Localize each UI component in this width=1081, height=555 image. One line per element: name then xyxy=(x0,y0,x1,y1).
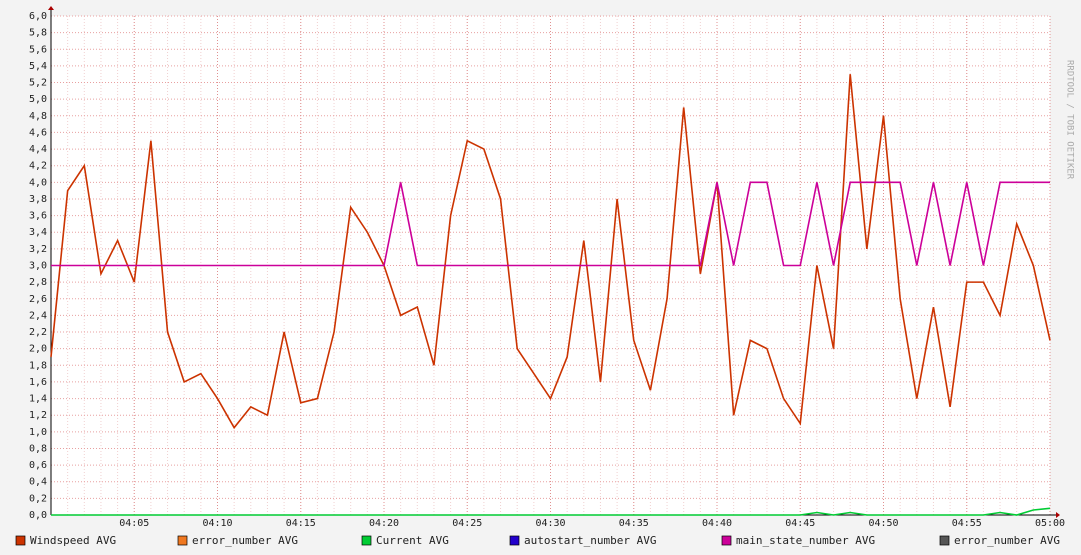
x-tick-label: 04:20 xyxy=(369,518,399,529)
y-tick-label: 0,0 xyxy=(29,510,47,521)
x-tick-label: 05:00 xyxy=(1035,518,1065,529)
legend-label: Current AVG xyxy=(376,534,449,547)
y-tick-label: 1,2 xyxy=(29,410,47,421)
y-tick-label: 3,2 xyxy=(29,244,47,255)
y-tick-label: 5,8 xyxy=(29,28,47,39)
legend-swatch xyxy=(15,535,26,546)
series-line xyxy=(51,507,1051,516)
x-tick-label: 04:55 xyxy=(952,518,982,529)
y-tick-label: 5,0 xyxy=(29,94,47,105)
legend-label: error_number AVG xyxy=(192,534,298,547)
x-tick-label: 04:35 xyxy=(619,518,649,529)
y-tick-label: 6,0 xyxy=(29,11,47,22)
series-line xyxy=(51,181,1050,267)
y-tick-label: 2,8 xyxy=(29,277,47,288)
y-tick-label: 0,6 xyxy=(29,460,47,471)
legend-label: error_number AVG xyxy=(954,534,1060,547)
y-tick-label: 5,2 xyxy=(29,78,47,89)
y-tick-label: 4,6 xyxy=(29,127,47,138)
y-tick-label: 4,2 xyxy=(29,161,47,172)
x-tick-label: 04:40 xyxy=(702,518,732,529)
x-tick-label: 04:25 xyxy=(452,518,482,529)
y-tick-label: 1,0 xyxy=(29,427,47,438)
legend-swatch xyxy=(509,535,520,546)
legend-label: main_state_number AVG xyxy=(736,534,875,547)
axis-arrow xyxy=(48,6,54,10)
y-tick-label: 0,8 xyxy=(29,443,47,454)
y-tick-label: 2,0 xyxy=(29,344,47,355)
y-tick-label: 5,4 xyxy=(29,61,47,72)
x-tick-label: 04:10 xyxy=(202,518,232,529)
x-tick-label: 04:15 xyxy=(286,518,316,529)
legend-label: autostart_number AVG xyxy=(524,534,656,547)
y-tick-label: 3,4 xyxy=(29,227,47,238)
y-tick-label: 2,6 xyxy=(29,294,47,305)
y-tick-label: 2,2 xyxy=(29,327,47,338)
legend-swatch xyxy=(721,535,732,546)
y-tick-label: 1,8 xyxy=(29,360,47,371)
y-tick-label: 4,4 xyxy=(29,144,47,155)
legend-swatch xyxy=(361,535,372,546)
y-tick-label: 2,4 xyxy=(29,310,47,321)
y-tick-label: 3,0 xyxy=(29,261,47,272)
y-tick-label: 0,4 xyxy=(29,477,47,488)
x-tick-label: 04:05 xyxy=(119,518,149,529)
axis-arrow xyxy=(1056,512,1060,518)
x-tick-label: 04:30 xyxy=(535,518,565,529)
legend-swatch xyxy=(177,535,188,546)
legend-label: Windspeed AVG xyxy=(30,534,116,547)
y-tick-label: 5,6 xyxy=(29,44,47,55)
y-tick-label: 4,8 xyxy=(29,111,47,122)
y-tick-label: 3,6 xyxy=(29,211,47,222)
y-tick-label: 0,2 xyxy=(29,493,47,504)
series-line xyxy=(50,74,1051,430)
x-tick-label: 04:45 xyxy=(785,518,815,529)
y-tick-label: 4,0 xyxy=(29,177,47,188)
y-tick-label: 3,8 xyxy=(29,194,47,205)
x-tick-label: 04:50 xyxy=(868,518,898,529)
legend-swatch xyxy=(939,535,950,546)
y-tick-label: 1,4 xyxy=(29,394,47,405)
watermark: RRDTOOL / TOBI OETIKER xyxy=(1065,60,1075,180)
y-tick-label: 1,6 xyxy=(29,377,47,388)
